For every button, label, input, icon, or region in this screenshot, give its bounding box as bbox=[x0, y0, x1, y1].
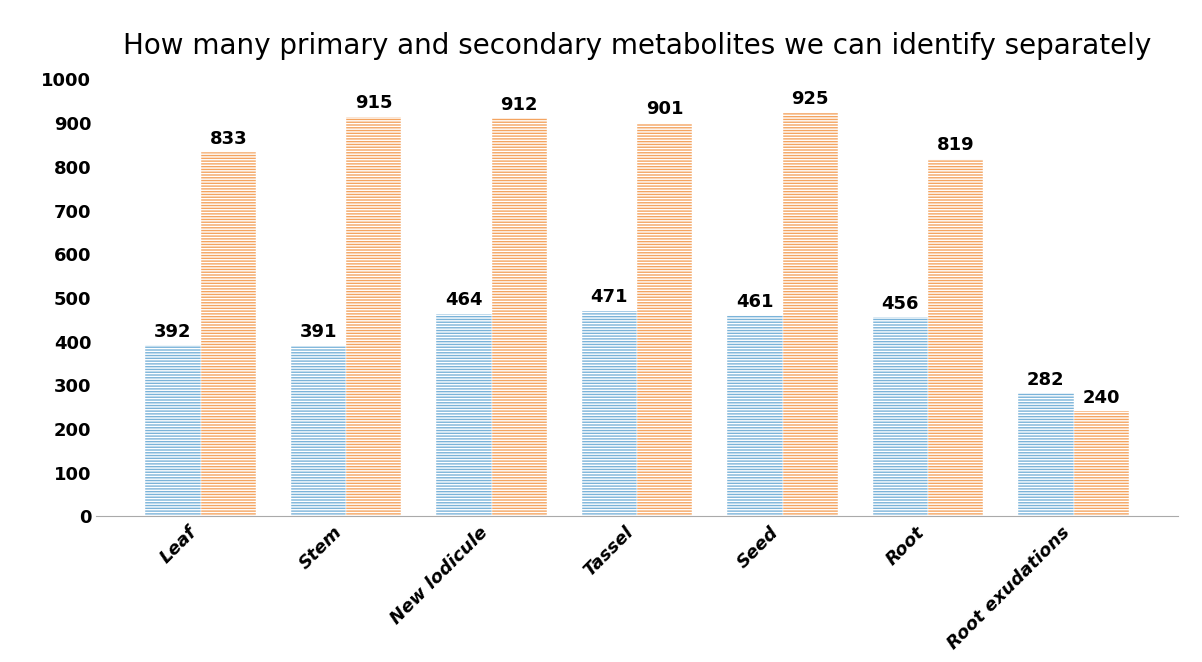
Text: 901: 901 bbox=[645, 101, 684, 118]
Bar bbox=[928, 158, 983, 516]
Bar bbox=[291, 346, 346, 516]
Bar bbox=[201, 152, 256, 516]
Bar bbox=[436, 314, 492, 516]
Text: 392: 392 bbox=[154, 322, 192, 341]
Bar bbox=[1073, 412, 1129, 516]
Text: 464: 464 bbox=[445, 291, 483, 309]
Bar bbox=[145, 345, 201, 516]
Bar bbox=[1018, 393, 1073, 516]
Text: 912: 912 bbox=[500, 95, 538, 113]
Text: 833: 833 bbox=[209, 130, 248, 148]
Bar bbox=[582, 310, 637, 516]
Bar bbox=[727, 315, 783, 516]
Text: 456: 456 bbox=[881, 295, 920, 312]
Bar bbox=[637, 122, 692, 516]
Text: 391: 391 bbox=[299, 323, 338, 341]
Text: 925: 925 bbox=[791, 90, 829, 108]
Bar bbox=[492, 118, 547, 516]
Text: 819: 819 bbox=[936, 136, 975, 154]
Text: 915: 915 bbox=[355, 94, 393, 112]
Text: 240: 240 bbox=[1082, 389, 1120, 407]
Bar bbox=[873, 317, 928, 516]
Text: 461: 461 bbox=[736, 293, 774, 310]
Title: How many primary and secondary metabolites we can identify separately: How many primary and secondary metabolit… bbox=[123, 32, 1152, 60]
Text: 471: 471 bbox=[590, 288, 629, 307]
Bar bbox=[783, 112, 838, 516]
Text: 282: 282 bbox=[1027, 371, 1065, 389]
Bar bbox=[346, 117, 401, 516]
